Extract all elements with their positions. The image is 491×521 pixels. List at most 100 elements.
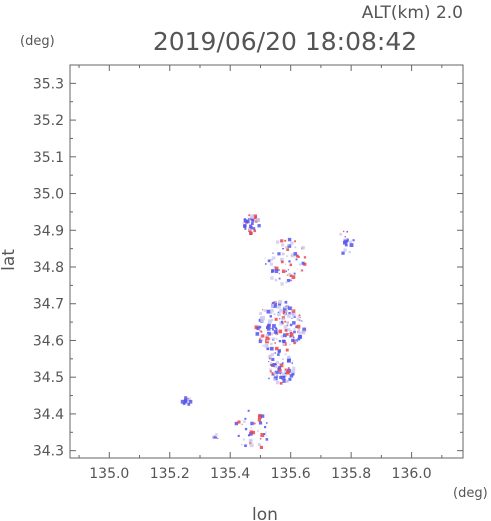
data-point xyxy=(249,441,252,445)
data-point xyxy=(287,269,289,271)
data-point xyxy=(343,248,347,252)
data-point xyxy=(182,402,186,405)
axis-ticks: 135.0 135.2 135.4 135.6 135.8 136.0 34.3 34.4 34… xyxy=(33,64,463,482)
data-point xyxy=(268,377,270,380)
data-point xyxy=(280,239,284,243)
data-point xyxy=(280,282,284,286)
data-point xyxy=(303,256,307,259)
data-point xyxy=(249,231,253,236)
data-point xyxy=(275,346,279,351)
x-tick-label: 135.8 xyxy=(331,466,371,482)
y-tick-label: 34.3 xyxy=(33,444,64,460)
data-point xyxy=(285,321,289,324)
data-point xyxy=(294,246,297,249)
data-point xyxy=(254,218,257,221)
data-point xyxy=(290,241,294,245)
altitude-label: ALT(km) 2.0 xyxy=(362,3,463,23)
data-point xyxy=(285,370,290,375)
data-point xyxy=(215,433,218,436)
data-point xyxy=(339,232,343,236)
data-point xyxy=(278,277,281,280)
y-tick-label: 34.6 xyxy=(33,333,64,349)
data-point xyxy=(291,275,296,279)
data-point xyxy=(285,306,289,309)
data-point xyxy=(282,253,285,256)
data-point xyxy=(257,224,261,228)
data-point xyxy=(260,433,265,437)
data-point xyxy=(348,250,351,254)
data-point xyxy=(282,317,285,320)
data-point xyxy=(274,352,277,354)
data-point xyxy=(257,418,261,422)
data-point xyxy=(259,330,261,332)
data-point xyxy=(291,317,293,319)
data-point xyxy=(294,240,297,243)
x-tick-label: 135.6 xyxy=(271,466,311,482)
data-point xyxy=(295,258,298,261)
data-point xyxy=(280,335,284,338)
data-point xyxy=(298,314,301,317)
data-point xyxy=(251,430,256,435)
data-point xyxy=(279,375,283,379)
data-point xyxy=(295,339,298,342)
data-point xyxy=(277,302,282,306)
data-point xyxy=(187,397,191,401)
data-point xyxy=(270,308,274,313)
data-point xyxy=(254,325,259,330)
data-point xyxy=(247,218,250,220)
data-point xyxy=(349,243,354,248)
data-point xyxy=(285,246,288,249)
data-point xyxy=(286,328,290,332)
data-point xyxy=(284,368,287,371)
data-point xyxy=(276,312,281,317)
data-point xyxy=(281,319,284,321)
y-unit-label: (deg) xyxy=(20,34,55,49)
data-point xyxy=(257,414,262,419)
data-point xyxy=(297,255,300,258)
data-point xyxy=(298,319,301,321)
data-point xyxy=(248,228,251,231)
data-point xyxy=(277,349,281,353)
data-point xyxy=(279,257,284,262)
data-point xyxy=(284,372,287,375)
data-point xyxy=(275,380,280,385)
data-point xyxy=(285,270,288,273)
data-point xyxy=(269,319,272,322)
data-point xyxy=(293,315,296,318)
data-point xyxy=(274,317,278,321)
data-point xyxy=(264,263,267,265)
data-point xyxy=(269,364,272,366)
data-point xyxy=(264,257,266,259)
data-point xyxy=(289,343,291,346)
data-point xyxy=(289,323,293,327)
data-point xyxy=(291,338,295,343)
y-tick-label: 34.9 xyxy=(33,223,64,239)
data-points xyxy=(180,214,355,450)
data-point xyxy=(301,261,305,265)
data-point xyxy=(283,313,287,316)
data-point xyxy=(256,430,259,432)
data-point xyxy=(273,352,275,355)
data-point xyxy=(291,312,296,317)
data-point xyxy=(187,397,189,400)
data-point xyxy=(349,240,353,244)
data-point xyxy=(292,336,295,339)
data-point xyxy=(270,332,274,336)
data-point xyxy=(279,321,284,326)
data-point xyxy=(286,324,289,327)
data-point xyxy=(344,243,348,247)
data-point xyxy=(293,341,296,345)
data-point xyxy=(258,421,263,425)
data-point xyxy=(352,239,355,242)
data-point xyxy=(270,327,272,329)
data-point xyxy=(272,324,276,328)
data-point xyxy=(275,305,279,309)
data-point xyxy=(266,327,271,331)
data-point xyxy=(285,281,288,284)
data-point xyxy=(272,373,274,376)
data-point xyxy=(302,327,307,332)
data-point xyxy=(287,237,292,242)
data-point xyxy=(298,335,303,339)
data-point xyxy=(242,222,245,224)
data-point xyxy=(261,334,265,338)
